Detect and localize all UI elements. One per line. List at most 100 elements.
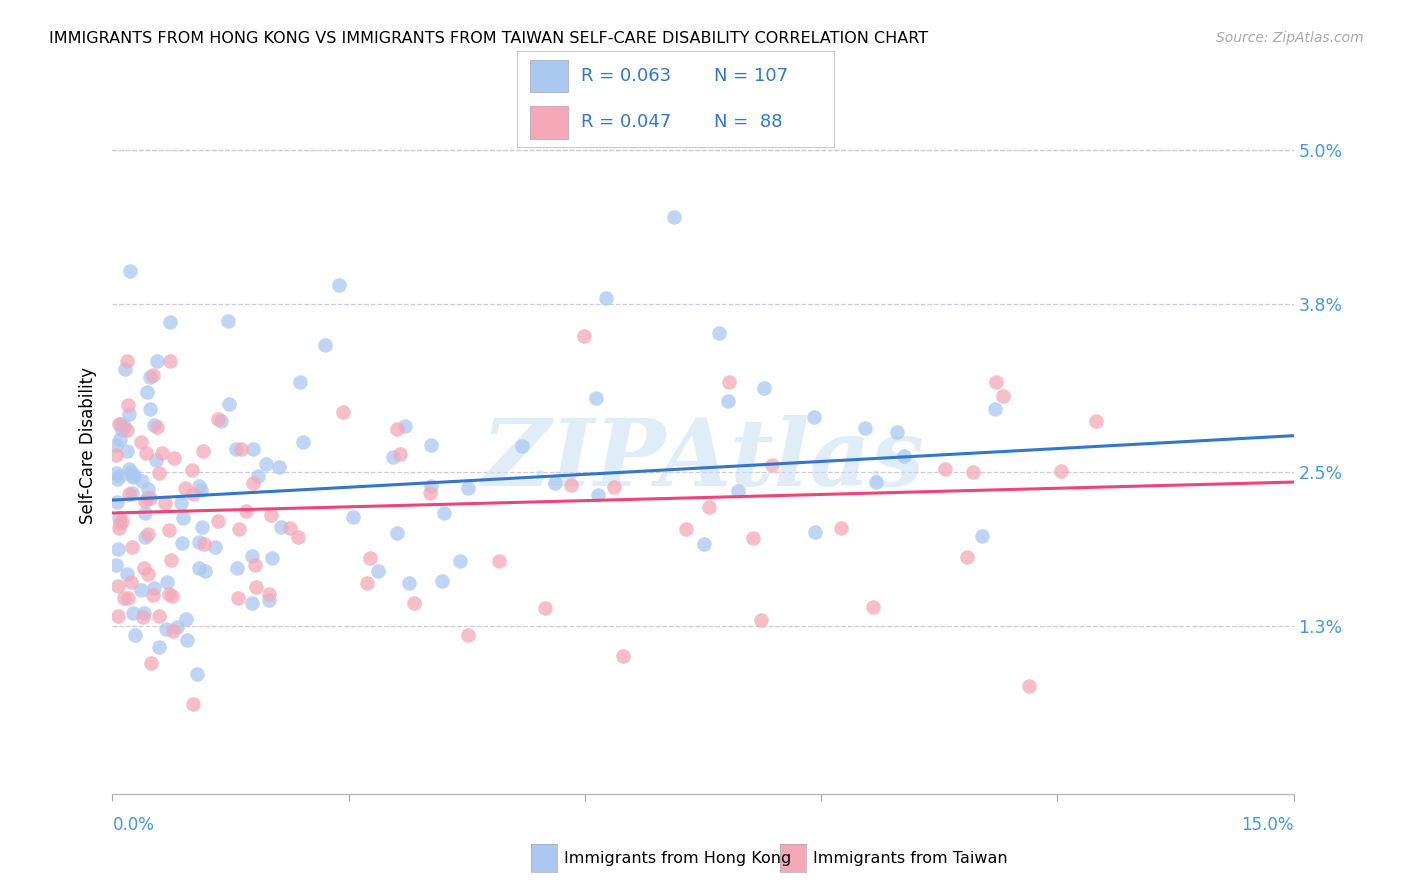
Point: [107, 579, 129, 593]
Text: IMMIGRANTS FROM HONG KONG VS IMMIGRANTS FROM TAIWAN SELF-CARE DISABILITY CORRELA: IMMIGRANTS FROM HONG KONG VS IMMIGRANTS …: [49, 31, 928, 46]
Point: [595, 291, 617, 305]
Point: [146, 353, 169, 368]
Point: [290, 376, 312, 390]
Point: [143, 418, 166, 433]
Point: [166, 620, 188, 634]
Point: [139, 657, 162, 671]
Point: [107, 417, 129, 431]
Point: [159, 354, 181, 368]
Point: [664, 211, 686, 225]
Point: [742, 532, 765, 546]
Point: [148, 608, 170, 623]
Point: [207, 412, 229, 426]
Point: [510, 439, 533, 453]
Point: [129, 583, 152, 598]
Text: ZIPAtlas: ZIPAtlas: [481, 415, 925, 505]
Point: [124, 628, 146, 642]
Point: [457, 481, 479, 495]
Point: [855, 421, 877, 435]
Point: [163, 451, 186, 466]
Point: [246, 469, 269, 483]
Point: [240, 549, 263, 563]
Point: [121, 467, 143, 482]
Point: [191, 520, 214, 534]
Point: [138, 369, 160, 384]
Point: [131, 475, 153, 489]
Point: [136, 527, 159, 541]
Point: [287, 530, 309, 544]
Point: [243, 558, 266, 573]
Point: [122, 468, 145, 483]
Point: [603, 480, 626, 494]
Point: [132, 561, 155, 575]
Point: [718, 376, 741, 390]
Point: [138, 567, 160, 582]
Point: [114, 362, 136, 376]
Point: [385, 422, 408, 436]
Point: [803, 410, 825, 425]
Point: [135, 385, 157, 400]
Point: [419, 486, 441, 500]
Point: [129, 434, 152, 449]
Point: [585, 391, 607, 405]
Point: [717, 393, 740, 408]
Text: 15.0%: 15.0%: [1241, 816, 1294, 834]
Point: [207, 514, 229, 528]
Point: [278, 520, 301, 534]
Point: [707, 326, 730, 340]
Point: [970, 529, 993, 543]
Point: [120, 263, 142, 277]
Point: [142, 368, 165, 382]
Point: [457, 628, 479, 642]
Point: [105, 466, 128, 480]
Point: [270, 520, 292, 534]
Text: Immigrants from Taiwan: Immigrants from Taiwan: [813, 851, 1007, 865]
Point: [245, 580, 267, 594]
Point: [153, 496, 176, 510]
Point: [803, 525, 825, 540]
Point: [1018, 679, 1040, 693]
Point: [984, 375, 1007, 389]
Point: [984, 401, 1007, 416]
Point: [699, 500, 721, 514]
Point: [1049, 464, 1071, 478]
Point: [139, 401, 162, 416]
Point: [574, 328, 596, 343]
Point: [107, 541, 129, 556]
Point: [226, 591, 249, 606]
Point: [328, 277, 350, 292]
Point: [108, 516, 131, 530]
Point: [176, 632, 198, 647]
Point: [225, 561, 247, 575]
Point: [135, 446, 157, 460]
Point: [675, 522, 697, 536]
Point: [139, 491, 162, 505]
Point: [1084, 414, 1107, 428]
Point: [342, 510, 364, 524]
Point: [112, 591, 135, 606]
Point: [612, 648, 634, 663]
Text: N = 107: N = 107: [713, 67, 787, 85]
Point: [262, 550, 284, 565]
Point: [115, 354, 138, 368]
Point: [122, 606, 145, 620]
FancyBboxPatch shape: [530, 106, 568, 138]
Point: [257, 593, 280, 607]
Point: [148, 640, 170, 654]
Point: [752, 381, 775, 395]
Point: [117, 423, 139, 437]
Point: [962, 465, 984, 479]
Point: [186, 666, 208, 681]
FancyBboxPatch shape: [530, 60, 568, 92]
Point: [155, 622, 177, 636]
Point: [398, 576, 420, 591]
Point: [254, 458, 277, 472]
Point: [162, 624, 184, 639]
Point: [533, 601, 555, 615]
Point: [240, 596, 263, 610]
Point: [228, 523, 250, 537]
Point: [394, 419, 416, 434]
Point: [150, 446, 173, 460]
Point: [105, 438, 128, 452]
Point: [242, 442, 264, 456]
